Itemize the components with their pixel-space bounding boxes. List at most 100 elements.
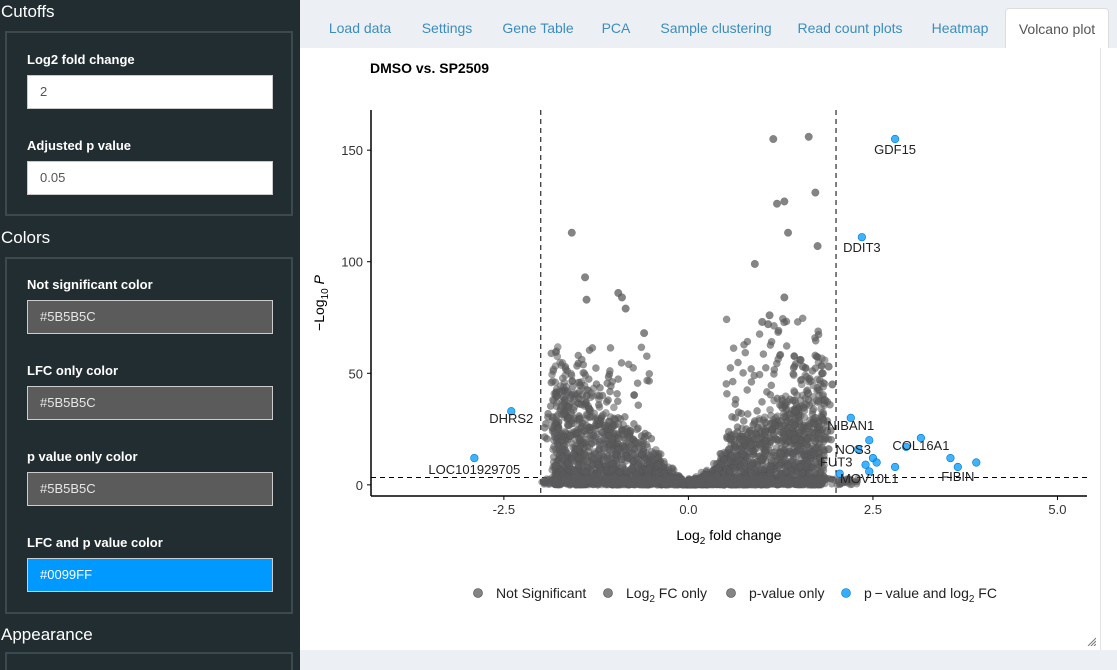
tab-load-data[interactable]: Load data [328, 20, 392, 36]
not-significant-point [634, 401, 643, 410]
not-significant-point [603, 379, 612, 388]
gray-outlier-point [796, 355, 805, 364]
cutoffs-section-title: Cutoffs [1, 2, 55, 21]
not-significant-point [569, 450, 578, 459]
tab-gene-table[interactable]: Gene Table [502, 20, 574, 36]
not-significant-point [819, 416, 828, 425]
both-color-input[interactable]: #0099FF [27, 558, 273, 592]
significant-point [972, 458, 981, 467]
tab-settings[interactable]: Settings [421, 20, 473, 36]
not-significant-point [570, 403, 579, 411]
not-significant-point [654, 461, 662, 470]
not-significant-point [614, 434, 623, 443]
x-tick-label: -2.5 [493, 502, 515, 517]
not-significant-point [767, 337, 776, 346]
gray-outlier-point [823, 427, 832, 436]
gray-outlier-point [621, 304, 630, 313]
not-significant-point [604, 396, 612, 404]
not-significant-point [613, 389, 621, 398]
not-significant-point [793, 318, 802, 326]
not-significant-point [568, 376, 577, 385]
gene-label: MOV10L1 [840, 471, 899, 486]
not-significant-point [685, 475, 693, 483]
colors-panel [5, 257, 293, 614]
not-significant-point [714, 464, 723, 473]
gray-outlier-point [747, 440, 756, 449]
not-significant-point [811, 336, 820, 345]
gene-label: GDF15 [874, 142, 916, 157]
gray-outlier-point [804, 132, 813, 141]
ns-color-input[interactable]: #5B5B5C [27, 300, 273, 334]
significant-point [916, 433, 926, 443]
y-tick-label: 0 [356, 478, 363, 493]
not-significant-point [652, 478, 660, 486]
not-significant-point [569, 478, 576, 486]
not-significant-point [743, 386, 752, 394]
gray-outlier-point [780, 197, 789, 206]
not-significant-point [591, 477, 599, 485]
not-significant-point [731, 464, 739, 473]
not-significant-point [773, 412, 782, 421]
y-axis-title: −Log10 P [311, 274, 331, 331]
plot-title: DMSO vs. SP2509 [370, 60, 489, 76]
significant-point [865, 436, 874, 445]
not-significant-point [617, 359, 626, 367]
cutoffs-panel [5, 31, 293, 216]
not-significant-point [581, 450, 589, 458]
p-color-input[interactable]: #5B5B5C [27, 472, 273, 506]
not-significant-point [547, 378, 556, 387]
gene-label: NOS3 [836, 442, 871, 457]
not-significant-point [808, 367, 817, 375]
not-significant-point [546, 476, 553, 484]
not-significant-point [731, 413, 740, 422]
appearance-section-title: Appearance [1, 625, 93, 644]
tab-heatmap[interactable]: Heatmap [931, 20, 989, 36]
not-significant-point [813, 480, 821, 488]
not-significant-point [779, 431, 788, 440]
not-significant-point [783, 481, 791, 488]
legend-label: p − value and log2 FC [864, 585, 997, 605]
not-significant-point [828, 480, 836, 488]
gray-outlier-point [818, 369, 827, 378]
not-significant-point [584, 375, 593, 383]
not-significant-point [837, 478, 844, 486]
not-significant-point [583, 386, 591, 394]
tab-read-count-plots[interactable]: Read count plots [797, 20, 903, 36]
not-significant-point [821, 434, 830, 442]
not-significant-point [574, 394, 583, 403]
not-significant-point [614, 375, 623, 383]
not-significant-point [575, 477, 583, 484]
not-significant-point [764, 480, 772, 488]
significant-point [946, 453, 955, 463]
not-significant-point [549, 445, 557, 454]
significant-point [835, 469, 844, 478]
lfc-color-input[interactable]: #5B5B5C [27, 386, 273, 420]
tab-volcano-plot[interactable]: Volcano plot [1005, 8, 1109, 48]
p-color-label: p value only color [27, 449, 138, 464]
padj-cutoff-input[interactable]: 0.05 [27, 161, 273, 195]
not-significant-point [637, 481, 644, 488]
padj-cutoff-label: Adjusted p value [27, 138, 132, 153]
resize-handle-icon[interactable] [1086, 636, 1096, 646]
not-significant-point [802, 476, 810, 484]
not-significant-point [721, 477, 729, 484]
significant-point [902, 442, 911, 452]
gray-outlier-point [617, 293, 627, 302]
tab-sample-clustering[interactable]: Sample clustering [660, 20, 772, 36]
not-significant-point [550, 429, 559, 438]
gray-outlier-point [803, 389, 813, 398]
legend-marker [473, 588, 483, 598]
not-significant-point [722, 380, 731, 388]
not-significant-point [588, 344, 597, 352]
not-significant-point [561, 365, 570, 373]
not-significant-point [661, 481, 669, 489]
lfc-cutoff-input[interactable]: 2 [27, 75, 273, 109]
tab-pca[interactable]: PCA [601, 20, 631, 36]
not-significant-point [621, 413, 629, 421]
significant-point [507, 407, 516, 416]
not-significant-point [618, 463, 627, 472]
not-significant-point [607, 435, 616, 444]
tab-bar: Load data Settings Gene Table PCA Sample… [300, 0, 1117, 48]
not-significant-point [789, 449, 798, 458]
page-scrollbar[interactable] [1100, 48, 1117, 650]
